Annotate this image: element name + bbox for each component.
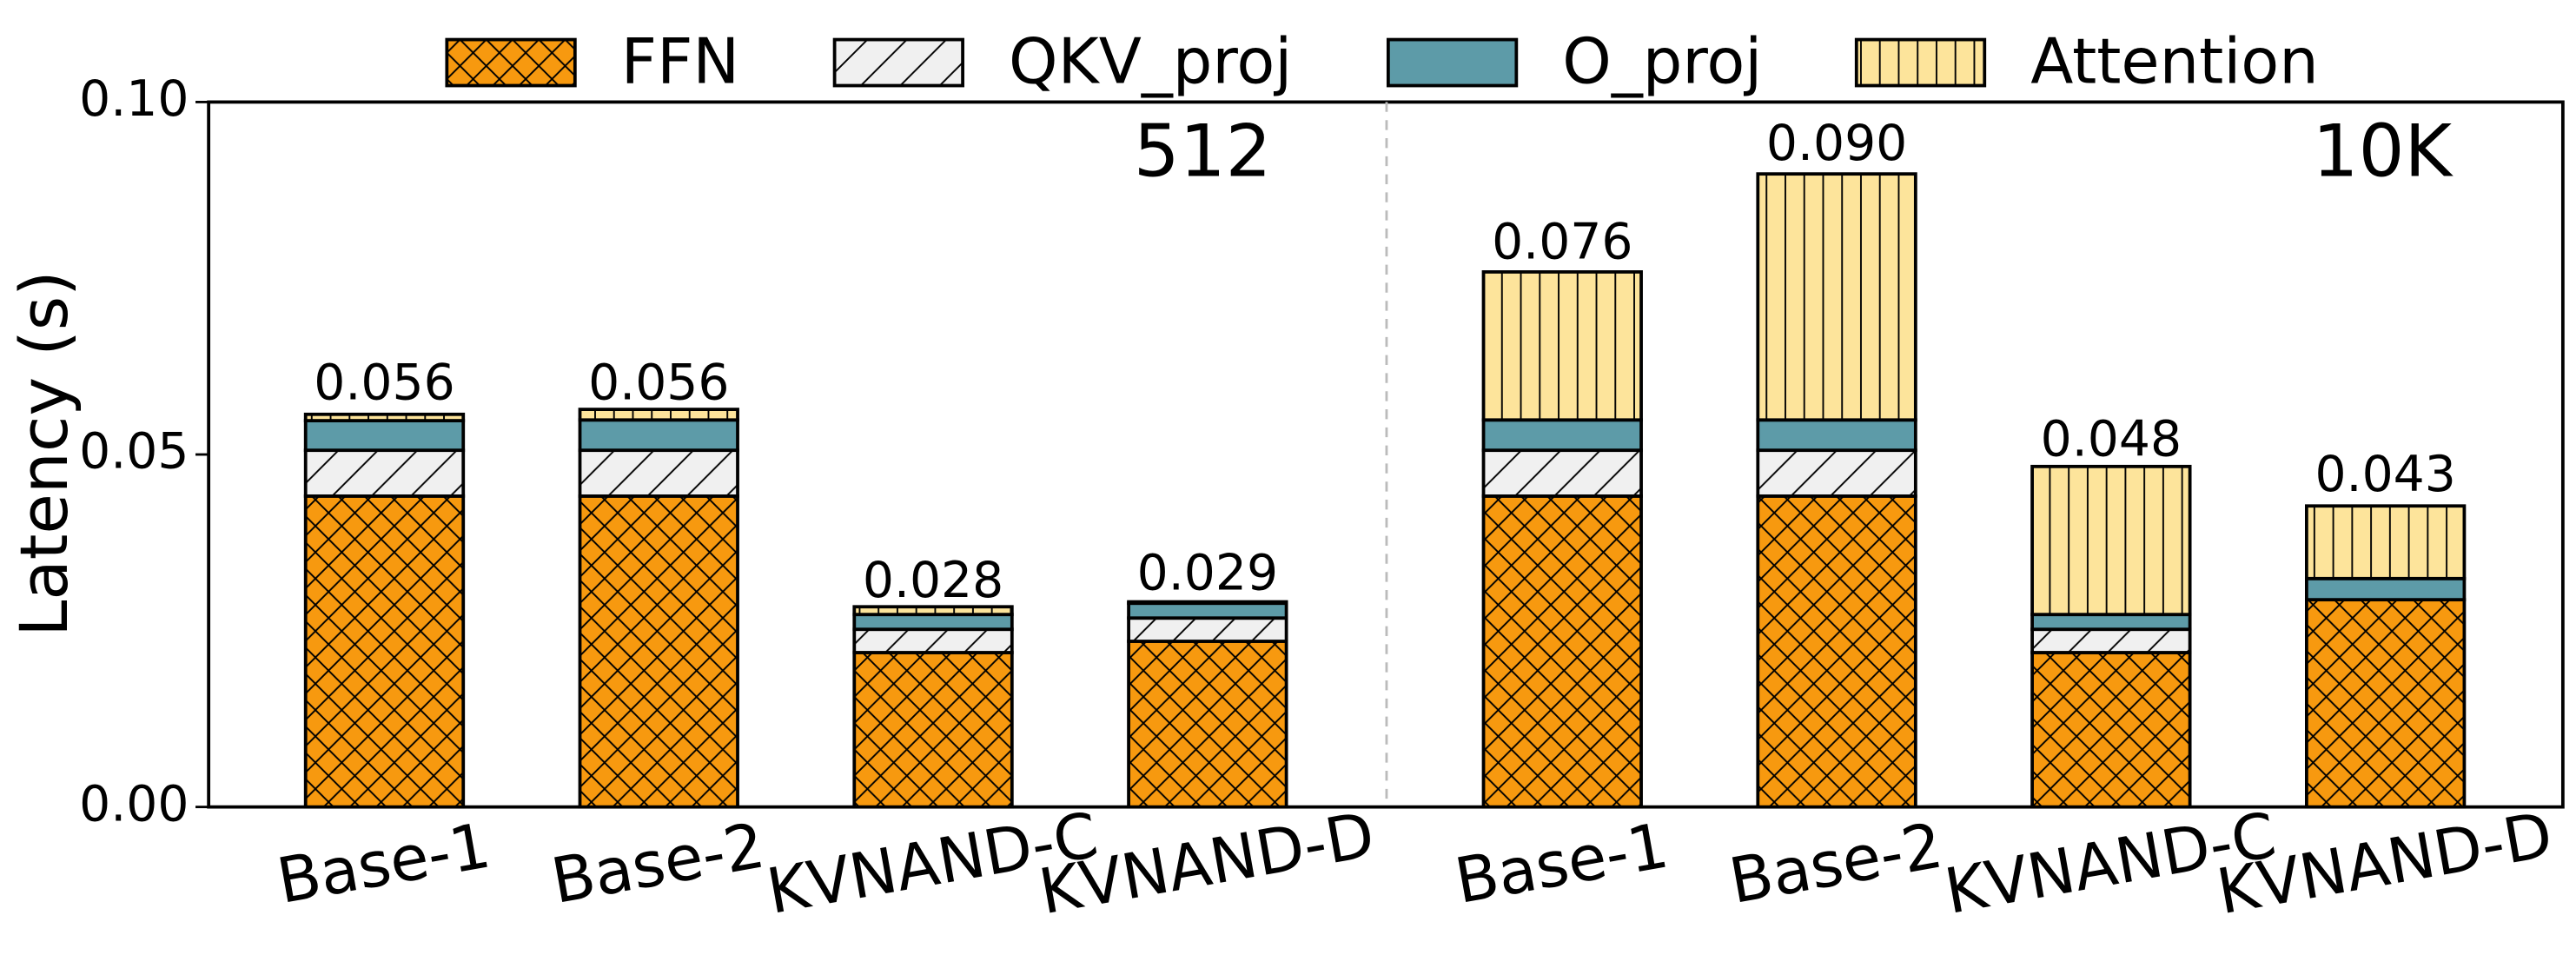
- bar-hatch: [852, 651, 1014, 809]
- total-label: 0.056: [314, 355, 454, 412]
- bar-hatch: [2030, 627, 2192, 654]
- x-tick-label: Base-1: [272, 808, 495, 918]
- total-label: 0.076: [1492, 213, 1632, 270]
- bar-hatch: [1756, 172, 1917, 422]
- annotation: 512: [1134, 109, 1272, 194]
- total-label: 0.090: [1766, 115, 1907, 172]
- annotation: 10K: [2313, 109, 2454, 194]
- total-label: 0.028: [863, 552, 1003, 609]
- bar-hatch: [303, 412, 466, 422]
- bar-hatch: [1481, 448, 1643, 498]
- total-label: 0.029: [1137, 545, 1278, 602]
- legend-swatch: [1386, 37, 1519, 88]
- legend-hatch: [1856, 39, 1985, 86]
- bar-segment: [1758, 420, 1916, 451]
- y-tick-label: 0.00: [79, 775, 189, 832]
- bar-hatch: [2030, 464, 2192, 617]
- bar-hatch: [852, 627, 1014, 654]
- x-tick-label: Base-1: [1450, 808, 1673, 918]
- legend-label: QKV_proj: [1009, 24, 1292, 97]
- legend-label: Attention: [2030, 24, 2319, 97]
- x-tick-label: Base-2: [1724, 808, 1947, 918]
- legend-label: O_proj: [1562, 24, 1762, 97]
- bar-hatch: [2030, 651, 2192, 809]
- bar-segment: [579, 420, 738, 451]
- bar-hatch: [303, 448, 466, 498]
- legend-hatch: [447, 39, 575, 86]
- bar-hatch: [1756, 494, 1917, 809]
- bar-segment: [305, 421, 464, 451]
- bar-hatch: [1127, 640, 1288, 809]
- y-tick-label: 0.10: [79, 70, 189, 128]
- bar-segment: [2306, 578, 2465, 600]
- bar-hatch: [2304, 504, 2467, 580]
- bar-hatch: [1481, 270, 1643, 422]
- bar-segment: [1129, 603, 1287, 619]
- y-tick-label: 0.05: [79, 423, 189, 481]
- x-tick-label: Base-2: [546, 808, 770, 918]
- bar-segment: [2032, 614, 2190, 630]
- legend-label: FFN: [621, 24, 739, 97]
- total-label: 0.056: [588, 355, 729, 412]
- total-label: 0.048: [2041, 411, 2182, 468]
- bar-hatch: [1127, 616, 1288, 643]
- bar-hatch: [578, 448, 739, 498]
- bar-hatch: [303, 494, 466, 809]
- bar-hatch: [1756, 448, 1917, 498]
- legend-hatch: [834, 39, 964, 86]
- bar-segment: [1483, 420, 1642, 451]
- total-label: 0.043: [2314, 446, 2455, 503]
- bar-hatch: [2304, 598, 2467, 809]
- bar-segment: [854, 614, 1012, 630]
- bar-hatch: [1481, 494, 1643, 809]
- bar-hatch: [578, 408, 739, 422]
- bar-hatch: [852, 605, 1014, 617]
- y-axis-label: Latency (s): [6, 270, 83, 636]
- bar-hatch: [1127, 600, 1288, 606]
- bar-hatch: [578, 494, 739, 809]
